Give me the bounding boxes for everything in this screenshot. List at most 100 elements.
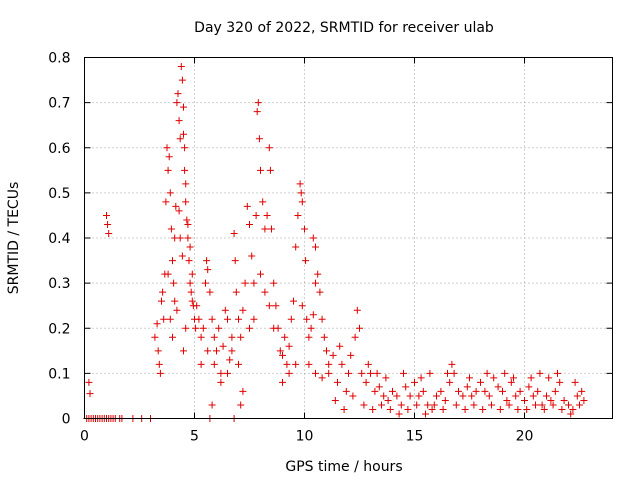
data-point — [479, 405, 487, 413]
data-point — [156, 369, 164, 377]
data-point — [158, 297, 165, 305]
data-point — [303, 315, 311, 323]
y-tick-label: 0.5 — [48, 186, 70, 202]
data-point — [305, 360, 313, 368]
data-point — [523, 405, 531, 413]
y-tick-label: 0.3 — [48, 276, 70, 292]
data-point — [266, 166, 274, 174]
data-point — [219, 342, 227, 350]
data-point — [395, 410, 403, 418]
data-point — [329, 351, 337, 359]
data-point — [378, 401, 385, 409]
data-point — [312, 369, 319, 377]
data-point — [554, 369, 561, 377]
data-point — [362, 378, 370, 386]
data-point — [573, 392, 581, 400]
data-point — [85, 378, 93, 386]
y-tick-label: 0.1 — [48, 366, 70, 382]
data-point — [415, 392, 423, 400]
data-point — [433, 392, 440, 400]
chart-title: Day 320 of 2022, SRMTID for receiver ula… — [194, 20, 494, 36]
data-point — [162, 198, 170, 206]
data-point — [246, 324, 253, 332]
data-point — [180, 130, 187, 138]
data-point — [545, 374, 553, 382]
data-point — [369, 405, 377, 413]
data-point — [197, 333, 205, 341]
data-point — [159, 288, 167, 296]
data-point — [532, 401, 539, 409]
data-point — [181, 166, 189, 174]
data-point — [507, 378, 515, 386]
data-point — [358, 369, 366, 377]
data-point — [239, 387, 247, 395]
data-point — [340, 405, 348, 413]
data-point — [347, 351, 355, 359]
data-point — [459, 392, 467, 400]
data-point — [501, 369, 509, 377]
data-point — [318, 374, 326, 382]
data-point — [342, 387, 350, 395]
data-point — [285, 342, 293, 350]
data-point — [213, 347, 220, 355]
data-point — [171, 297, 179, 305]
data-point — [175, 117, 183, 125]
y-tick-label: 0.6 — [48, 141, 70, 157]
data-point — [181, 144, 189, 152]
data-point — [182, 198, 190, 206]
data-point — [164, 270, 172, 278]
data-point — [261, 288, 269, 296]
data-point — [510, 374, 517, 382]
data-point — [556, 378, 564, 386]
data-point — [195, 315, 203, 323]
data-point — [188, 270, 196, 278]
data-point — [170, 279, 178, 287]
x-axis-title: GPS time / hours — [285, 459, 402, 475]
data-point — [560, 396, 568, 404]
data-point — [210, 333, 218, 341]
data-point — [276, 347, 284, 355]
data-point — [512, 392, 520, 400]
data-point — [237, 401, 245, 409]
data-point — [199, 324, 207, 332]
data-point — [155, 360, 163, 368]
data-point — [356, 324, 363, 332]
data-point — [192, 324, 200, 332]
data-point — [543, 392, 550, 400]
data-point — [228, 333, 236, 341]
data-point — [208, 401, 216, 409]
data-point — [103, 211, 110, 219]
data-point — [174, 90, 182, 98]
data-point — [160, 315, 168, 323]
data-point — [353, 306, 361, 314]
data-point — [384, 396, 392, 404]
data-point — [224, 369, 231, 377]
data-point — [446, 378, 454, 386]
data-point — [422, 410, 429, 418]
data-point — [411, 378, 418, 386]
data-point — [217, 378, 225, 386]
data-point — [261, 225, 269, 233]
data-point — [180, 103, 187, 111]
data-point — [529, 392, 537, 400]
data-point — [239, 306, 247, 314]
data-point — [241, 279, 249, 287]
data-point — [182, 180, 190, 188]
data-point — [448, 360, 456, 368]
data-point — [184, 234, 192, 242]
data-point — [499, 387, 506, 395]
data-point — [154, 347, 162, 355]
axis-ticks: 0 5 10 15 20 0 0.1 0.2 0.3 0.4 0.5 0.6 0.7 0.8 — [48, 51, 613, 445]
data-point — [382, 374, 390, 382]
data-point — [257, 270, 264, 278]
data-point — [163, 144, 171, 152]
data-point — [452, 401, 460, 409]
data-point — [290, 297, 297, 305]
data-point — [338, 360, 346, 368]
data-point — [540, 405, 548, 413]
data-point — [334, 378, 341, 386]
data-point — [312, 243, 319, 251]
data-point — [525, 383, 533, 391]
data-point — [402, 383, 410, 391]
